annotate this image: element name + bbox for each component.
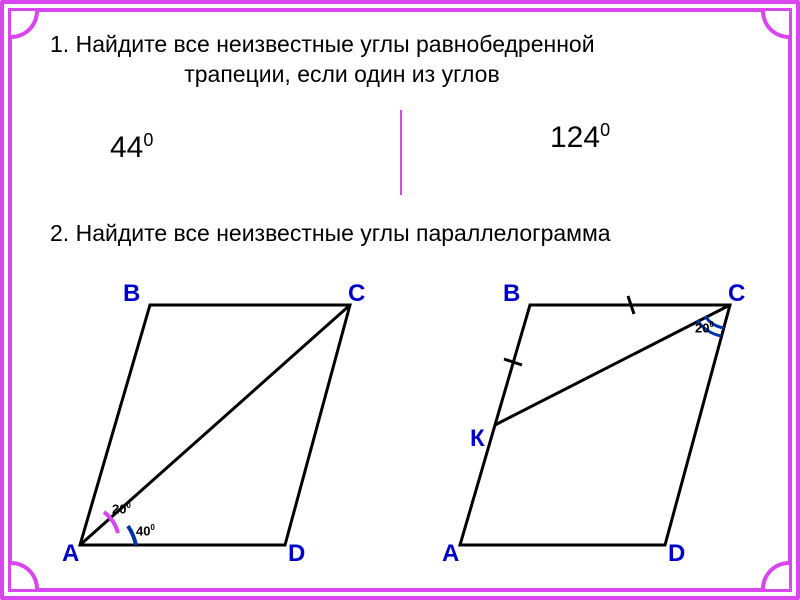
problem2-text: 2. Найдите все неизвестные углы параллел… [50, 220, 611, 247]
d1-angle1: 200 [112, 501, 131, 516]
problem1-text: 1. Найдите все неизвестные углы равнобед… [50, 30, 750, 90]
center-divider [400, 110, 402, 195]
diagram1: B C A D 200 400 [60, 280, 390, 570]
d1-vertex-D: D [288, 540, 305, 568]
d2-vertex-C: C [728, 280, 745, 308]
d1-vertex-B: B [123, 280, 140, 308]
problem1-number: 1. [50, 31, 69, 57]
diagram2: B C A D К 200 [440, 280, 770, 570]
d1-angle2: 400 [136, 523, 155, 538]
d1-vertex-A: A [62, 540, 79, 568]
value-left-sup: 0 [143, 130, 153, 150]
d2-vertex-A: A [442, 540, 459, 568]
problem1-line2: трапеции, если один из углов [184, 61, 499, 87]
value-right-sup: 0 [600, 120, 610, 140]
d2-angle: 200 [695, 320, 714, 335]
value-right: 1240 [550, 120, 610, 155]
problem2-number: 2. [50, 220, 69, 246]
value-left-num: 44 [110, 131, 143, 164]
value-left: 440 [110, 130, 153, 165]
d1-vertex-C: C [348, 280, 365, 308]
d2-vertex-D: D [668, 540, 685, 568]
diagram2-svg [440, 280, 770, 570]
problem2-line: Найдите все неизвестные углы параллелогр… [76, 220, 611, 246]
content-area: 1. Найдите все неизвестные углы равнобед… [20, 20, 780, 580]
problem1-line1: Найдите все неизвестные углы равнобедрен… [76, 31, 595, 57]
d2-vertex-B: B [503, 280, 520, 308]
d2-vertex-K: К [470, 425, 485, 453]
value-right-num: 124 [550, 121, 600, 154]
diagram1-svg [60, 280, 390, 570]
